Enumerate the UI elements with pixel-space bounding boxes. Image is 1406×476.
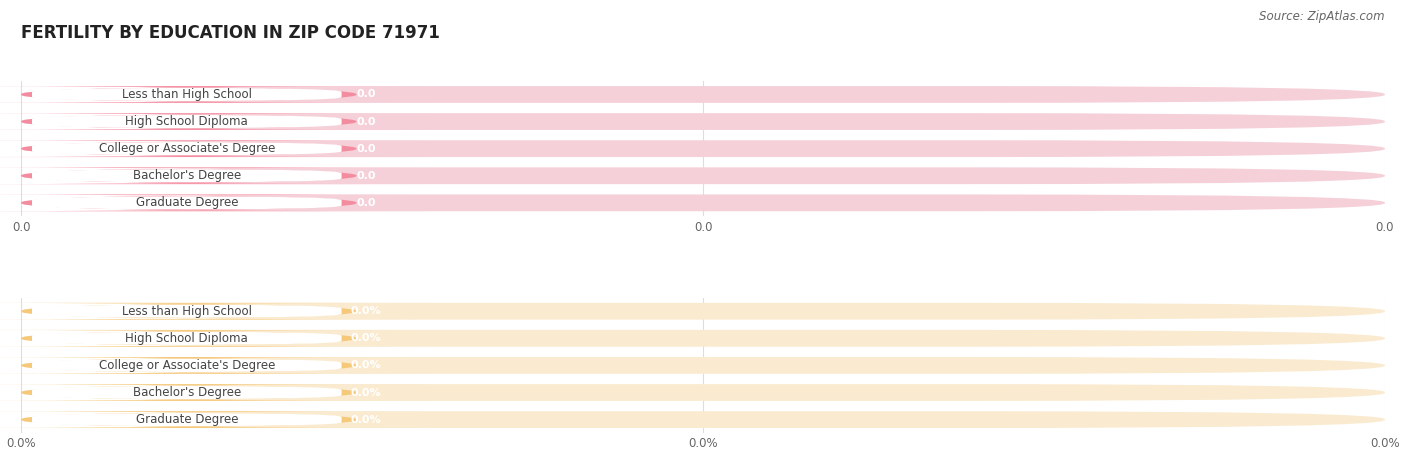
FancyBboxPatch shape: [32, 413, 342, 426]
Text: 0.0: 0.0: [356, 171, 375, 181]
FancyBboxPatch shape: [0, 86, 430, 103]
FancyBboxPatch shape: [32, 332, 342, 345]
Text: Graduate Degree: Graduate Degree: [135, 196, 238, 209]
Text: Less than High School: Less than High School: [122, 88, 252, 101]
FancyBboxPatch shape: [32, 115, 342, 129]
FancyBboxPatch shape: [21, 411, 1385, 428]
Text: 0.0: 0.0: [356, 198, 375, 208]
Text: Source: ZipAtlas.com: Source: ZipAtlas.com: [1260, 10, 1385, 22]
FancyBboxPatch shape: [21, 140, 1385, 157]
Text: 0.0: 0.0: [356, 144, 375, 154]
Text: 0.0%: 0.0%: [352, 387, 381, 397]
Text: Less than High School: Less than High School: [122, 305, 252, 318]
FancyBboxPatch shape: [0, 330, 430, 347]
FancyBboxPatch shape: [21, 330, 1385, 347]
Text: 0.0%: 0.0%: [352, 415, 381, 425]
Text: College or Associate's Degree: College or Associate's Degree: [98, 142, 276, 155]
FancyBboxPatch shape: [0, 195, 430, 211]
Text: 0.0%: 0.0%: [352, 306, 381, 316]
FancyBboxPatch shape: [32, 88, 342, 101]
FancyBboxPatch shape: [32, 305, 342, 318]
Text: Bachelor's Degree: Bachelor's Degree: [132, 386, 240, 399]
FancyBboxPatch shape: [0, 140, 430, 157]
Text: Bachelor's Degree: Bachelor's Degree: [132, 169, 240, 182]
Text: High School Diploma: High School Diploma: [125, 115, 249, 128]
Text: 0.0: 0.0: [356, 117, 375, 127]
Text: 0.0%: 0.0%: [352, 333, 381, 343]
FancyBboxPatch shape: [0, 168, 430, 184]
FancyBboxPatch shape: [32, 142, 342, 156]
FancyBboxPatch shape: [0, 113, 430, 130]
Text: FERTILITY BY EDUCATION IN ZIP CODE 71971: FERTILITY BY EDUCATION IN ZIP CODE 71971: [21, 24, 440, 42]
FancyBboxPatch shape: [0, 357, 430, 374]
FancyBboxPatch shape: [21, 357, 1385, 374]
Text: College or Associate's Degree: College or Associate's Degree: [98, 359, 276, 372]
FancyBboxPatch shape: [21, 113, 1385, 130]
FancyBboxPatch shape: [32, 386, 342, 399]
FancyBboxPatch shape: [32, 358, 342, 372]
FancyBboxPatch shape: [21, 168, 1385, 184]
Text: High School Diploma: High School Diploma: [125, 332, 249, 345]
FancyBboxPatch shape: [21, 384, 1385, 401]
Text: 0.0: 0.0: [356, 89, 375, 99]
FancyBboxPatch shape: [0, 411, 430, 428]
FancyBboxPatch shape: [21, 195, 1385, 211]
Text: Graduate Degree: Graduate Degree: [135, 413, 238, 426]
FancyBboxPatch shape: [0, 384, 430, 401]
FancyBboxPatch shape: [21, 86, 1385, 103]
FancyBboxPatch shape: [32, 196, 342, 209]
FancyBboxPatch shape: [21, 303, 1385, 319]
FancyBboxPatch shape: [0, 303, 430, 319]
FancyBboxPatch shape: [32, 169, 342, 182]
Text: 0.0%: 0.0%: [352, 360, 381, 370]
